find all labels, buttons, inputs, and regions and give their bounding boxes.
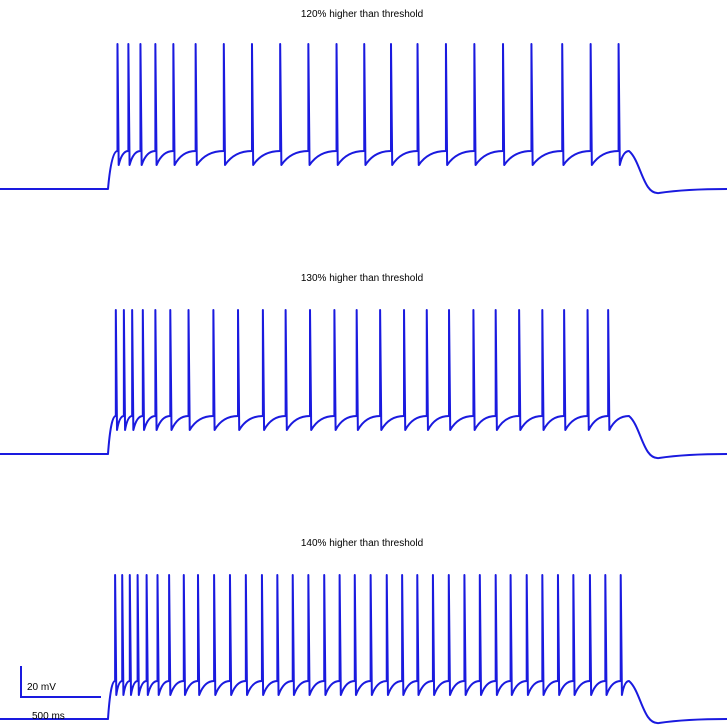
voltage-trace-140	[0, 574, 727, 724]
panel-title-130: 130% higher than threshold	[301, 273, 423, 284]
voltage-trace-120	[0, 43, 727, 194]
panel-120: 120% higher than threshold	[0, 9, 727, 194]
panel-140: 140% higher than threshold	[0, 538, 727, 724]
panel-title-120: 120% higher than threshold	[301, 9, 423, 20]
panel-130: 130% higher than threshold	[0, 273, 727, 459]
scale-bar: 20 mV 500 ms	[20, 666, 101, 722]
scale-bar-lines	[20, 666, 101, 698]
scale-bar-voltage-label: 20 mV	[27, 682, 56, 693]
panel-title-140: 140% higher than threshold	[301, 538, 423, 549]
scale-bar-time-label: 500 ms	[32, 711, 65, 722]
voltage-trace-130	[0, 309, 727, 459]
